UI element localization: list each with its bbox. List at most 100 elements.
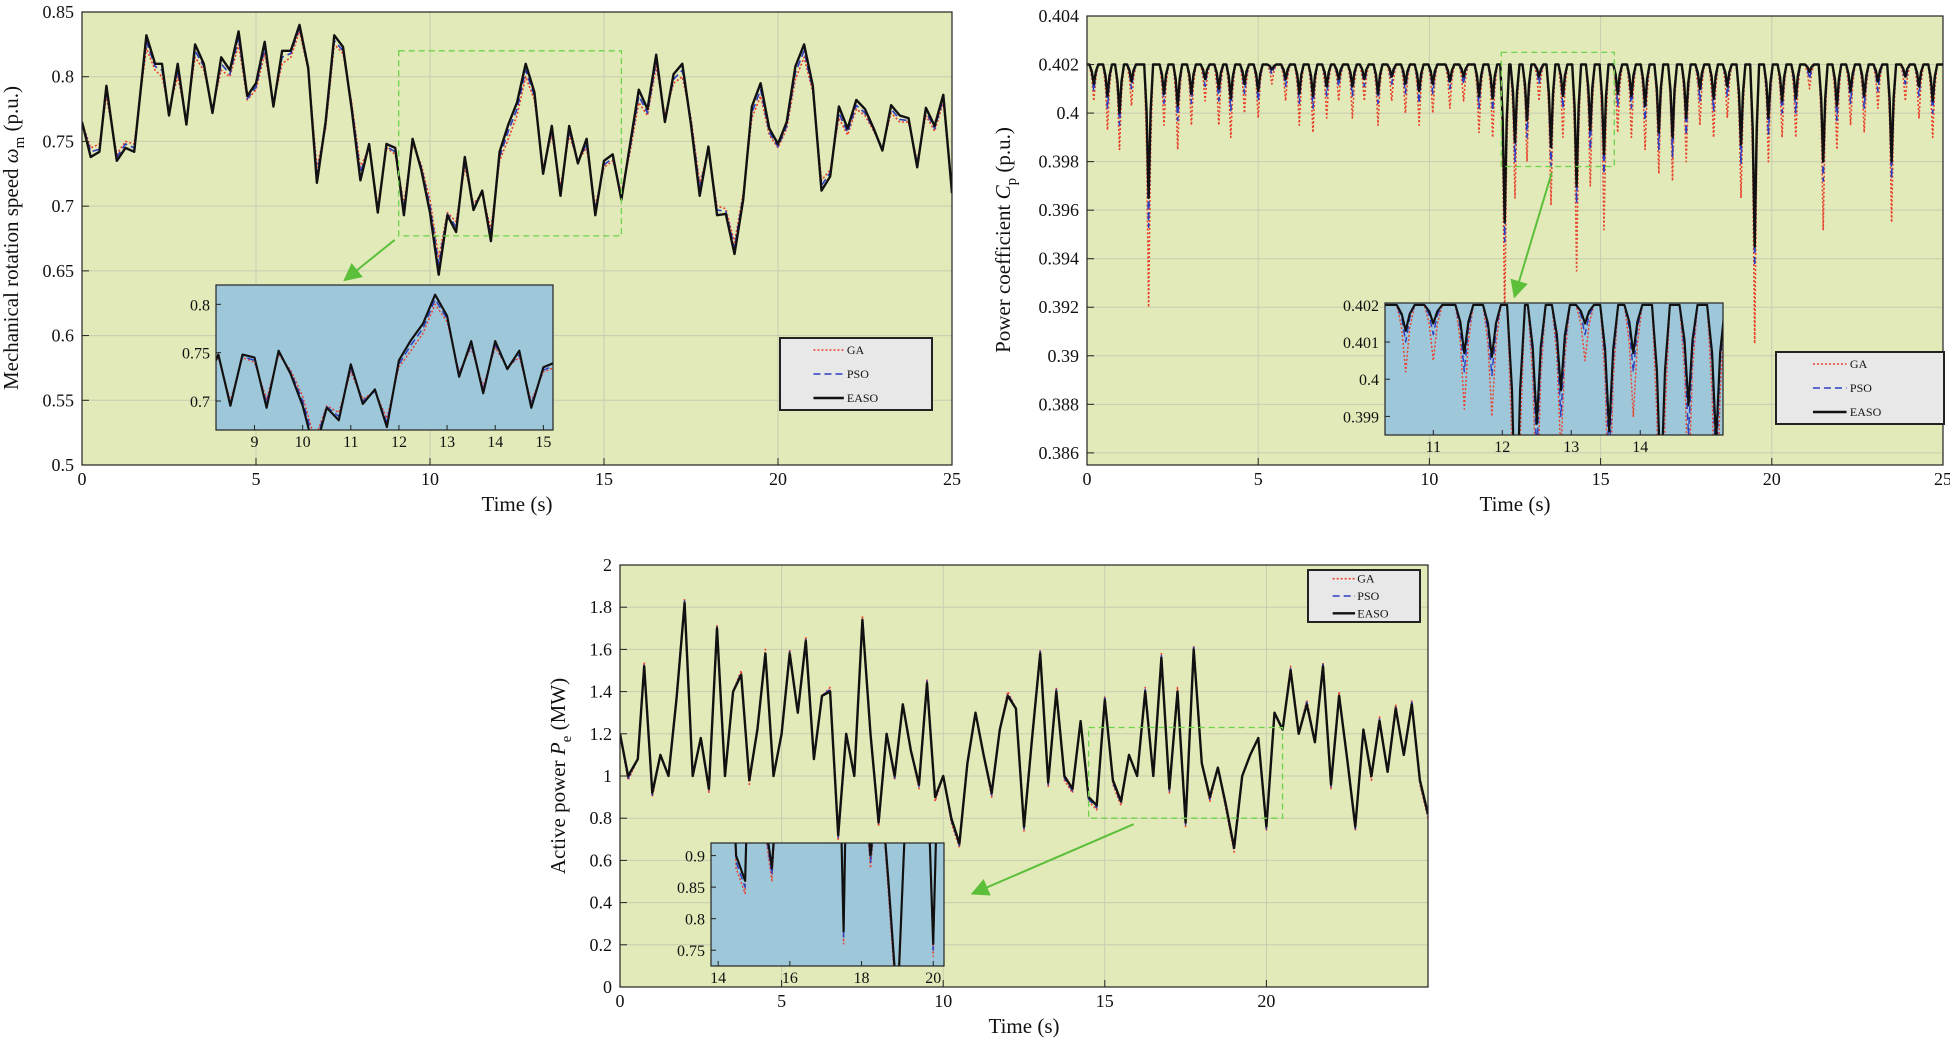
wm-inset-xtick-label-5: 14 (487, 434, 503, 451)
pe-inset-axes: 14 16 18 20 0.75 0.8 0.85 0.9 (677, 842, 945, 987)
cp-ylabel-main: Power coefficient (991, 199, 1015, 353)
wm-inset-line-easo (216, 293, 553, 430)
cp-inset-axes: 11 12 13 14 0.399 0.4 0.401 0.402 (1343, 298, 1724, 456)
cp-inset-series (1385, 303, 1723, 435)
wm-legend-box (779, 337, 933, 411)
wm-xtick-label-1: 5 (252, 469, 261, 489)
wm-inset-xtick-label-0: 9 (251, 434, 259, 451)
pe-axes: 0 5 10 15 20 0 0.2 0.4 0.6 0.8 1 1.2 1.4 1.6 1.8 2 (590, 555, 1429, 1011)
cp-line-easo (1087, 63, 1943, 248)
wm-inset-xtick-label-6: 15 (535, 434, 551, 451)
cp-inset-xtick-label-0: 11 (1426, 439, 1441, 456)
wm-ylabel: Mechanical rotation speed ωm (p.u.) (0, 86, 28, 390)
cp-xlabel: Time (s) (1480, 492, 1551, 516)
wm-inset-xtick-label-3: 12 (391, 434, 407, 451)
pe-inset-xtick-label-1: 16 (782, 970, 798, 987)
wm-ytick-label-1: 0.55 (43, 390, 75, 410)
wm-xtick-label-3: 15 (595, 469, 613, 489)
wm-ylabel-symbol: ω (0, 148, 23, 163)
pe-xtick-label-0: 0 (616, 991, 625, 1011)
wm-legend: GA PSO EASO (779, 337, 933, 411)
cp-ylabel: Power coefficient Cp (p.u.) (991, 127, 1020, 353)
wm-inset-xtick-label-2: 11 (343, 434, 358, 451)
wm-ytick-label-0: 0.5 (52, 455, 75, 475)
wm-ytick-label-3: 0.65 (43, 261, 75, 281)
wm-line-pso (82, 26, 952, 266)
pe-inset-ytick-label-0: 0.75 (677, 943, 705, 960)
wm-xtick-label-4: 20 (769, 469, 787, 489)
wm-inset-ytick-label-0: 0.7 (190, 394, 210, 411)
cp-frame (1086, 15, 1944, 466)
pe-line-easo (620, 601, 1428, 849)
pe-legend: GA PSO EASO (1307, 569, 1421, 623)
cp-line-ga (1087, 63, 1943, 345)
cp-ytick-label-7: 0.4 (1057, 103, 1080, 123)
cp-inset-frame (1384, 302, 1724, 436)
wm-ylabel-subscript: m (12, 136, 28, 148)
wm-line-ga (82, 30, 952, 259)
wm-inset-ytick-label-1: 0.75 (182, 346, 210, 363)
pe-inset-ytick-label-3: 0.9 (685, 849, 705, 866)
wm-ytick-label-5: 0.75 (43, 131, 75, 151)
cp-legend: GA PSO EASO (1775, 351, 1945, 425)
cp-inset-xtick-label-3: 14 (1632, 439, 1648, 456)
wm-inset-frame (215, 284, 554, 431)
pe-ylabel: Active power Pe (MW) (546, 678, 575, 874)
pe-zoom-arrow (970, 823, 1135, 896)
cp-legend-label-pso: PSO (1850, 381, 1872, 395)
pe-inset-xtick-label-0: 14 (710, 970, 726, 987)
wm-inset-axes: 9 10 11 12 13 14 15 0.7 0.75 0.8 (182, 284, 554, 451)
pe-ytick-label-7: 1.4 (590, 682, 613, 702)
pe-ytick-label-8: 1.6 (590, 639, 613, 659)
pe-ytick-label-10: 2 (603, 555, 612, 575)
cp-ytick-label-2: 0.39 (1048, 346, 1080, 366)
cp-ytick-label-3: 0.392 (1039, 297, 1080, 317)
pe-xlabel: Time (s) (989, 1014, 1060, 1038)
wm-xtick-label-2: 10 (421, 469, 439, 489)
cp-inset-ytick-label-3: 0.402 (1343, 298, 1379, 315)
cp-xtick-label-4: 20 (1763, 469, 1781, 489)
pe-inset-xtick-label-2: 18 (854, 970, 870, 987)
cp-xtick-label-2: 10 (1420, 469, 1438, 489)
wm-inset-xtick-label-4: 13 (439, 434, 455, 451)
cp-inset-xtick-label-1: 12 (1494, 439, 1510, 456)
pe-xtick-label-4: 20 (1257, 991, 1275, 1011)
wm-xtick-label-0: 0 (78, 469, 87, 489)
wm-inset-xtick-label-1: 10 (295, 434, 311, 451)
cp-inset-line-easo (1385, 303, 1723, 435)
cp-inset-xtick-label-2: 13 (1563, 439, 1579, 456)
pe-zoom-box (1087, 726, 1284, 819)
wm-series (82, 23, 952, 276)
wm-line-easo (82, 23, 952, 276)
wm-ytick-label-7: 0.85 (43, 2, 75, 22)
wm-inset-series (216, 293, 553, 430)
pe-ytick-label-4: 0.8 (590, 808, 613, 828)
pe-inset-background (711, 843, 944, 966)
cp-xtick-label-3: 15 (1592, 469, 1610, 489)
pe-inset-ytick-label-2: 0.85 (677, 880, 705, 897)
wm-legend-label-pso: PSO (847, 367, 869, 381)
pe-inset-xtick-label-3: 20 (925, 970, 941, 987)
cp-ytick-label-9: 0.404 (1039, 6, 1080, 26)
wm-xlabel: Time (s) (482, 492, 553, 516)
pe-ytick-label-0: 0 (603, 977, 612, 997)
pe-xtick-label-1: 5 (777, 991, 786, 1011)
pe-inset-frame (710, 842, 945, 967)
pe-inset-ytick-label-1: 0.8 (685, 912, 705, 929)
cp-ytick-label-8: 0.402 (1039, 55, 1080, 75)
cp-ylabel-unit: (p.u.) (991, 127, 1015, 178)
wm-xtick-label-5: 25 (943, 469, 961, 489)
pe-legend-box (1307, 569, 1421, 623)
cp-legend-label-easo: EASO (1850, 405, 1882, 419)
pe-ytick-label-6: 1.2 (590, 724, 613, 744)
cp-ylabel-symbol: C (991, 184, 1015, 199)
cp-xtick-label-1: 5 (1254, 469, 1263, 489)
pe-legend-label-easo: EASO (1357, 606, 1389, 620)
pe-ytick-label-1: 0.2 (590, 935, 613, 955)
pe-xtick-label-3: 15 (1096, 991, 1114, 1011)
cp-zoom-box (1500, 51, 1615, 168)
wm-ytick-label-4: 0.7 (52, 196, 75, 216)
wm-zoom-arrow (343, 239, 396, 282)
wm-inset-ytick-label-2: 0.8 (190, 297, 210, 314)
